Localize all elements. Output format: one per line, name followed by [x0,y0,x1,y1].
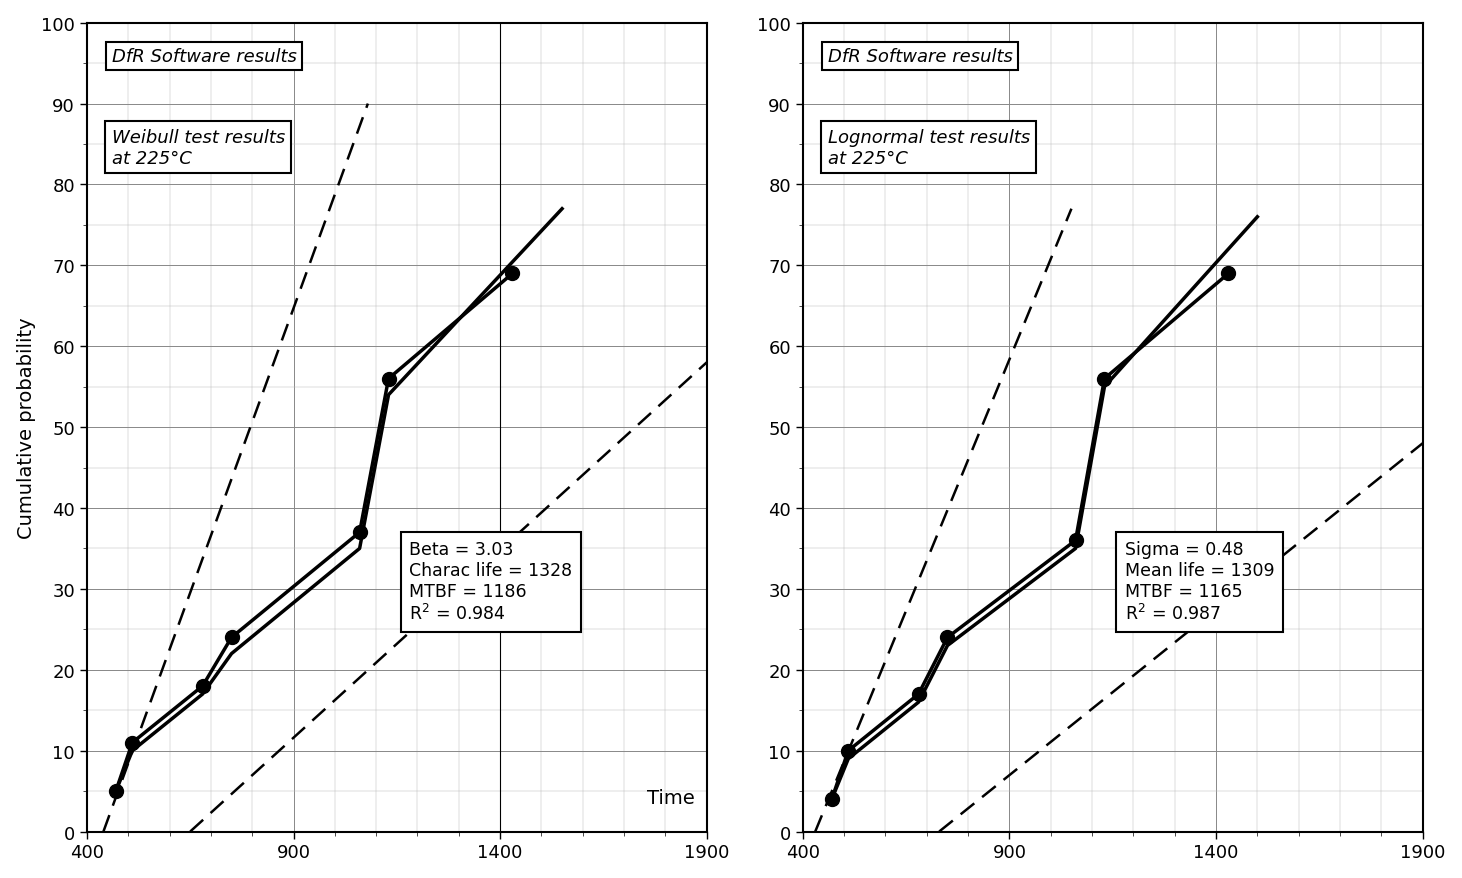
Text: Lognormal test results
at 225°C: Lognormal test results at 225°C [827,129,1029,168]
Y-axis label: Cumulative probability: Cumulative probability [16,317,35,538]
Text: DfR Software results: DfR Software results [111,48,297,66]
Text: Weibull test results
at 225°C: Weibull test results at 225°C [111,129,285,168]
Text: Sigma = 0.48
Mean life = 1309
MTBF = 1165
R$^2$ = 0.987: Sigma = 0.48 Mean life = 1309 MTBF = 116… [1126,541,1275,623]
Text: DfR Software results: DfR Software results [827,48,1013,66]
Text: Beta = 3.03
Charac life = 1328
MTBF = 1186
R$^2$ = 0.984: Beta = 3.03 Charac life = 1328 MTBF = 11… [409,541,572,623]
Text: Time: Time [646,788,694,808]
